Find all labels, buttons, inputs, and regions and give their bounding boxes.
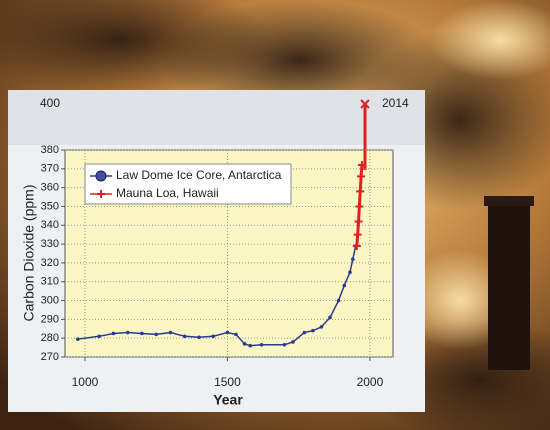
x-tick-label: 2000 [357, 375, 384, 389]
y-axis-label: Carbon Dioxide (ppm) [21, 185, 37, 322]
legend-marker [96, 171, 106, 181]
data-point [260, 343, 264, 347]
data-point [183, 335, 187, 339]
data-point [348, 271, 352, 275]
data-point [303, 331, 307, 335]
annotation-strip [8, 90, 425, 145]
data-point [311, 329, 315, 333]
data-point [76, 337, 80, 341]
y-tick-label: 320 [41, 257, 59, 269]
data-point [234, 333, 238, 337]
data-point [126, 331, 130, 335]
data-point [112, 332, 116, 336]
y-tick-label: 350 [41, 200, 59, 212]
data-point [351, 257, 355, 261]
data-point [283, 343, 287, 347]
data-point [337, 299, 341, 303]
y-tick-label: 290 [41, 313, 59, 325]
data-point [342, 284, 346, 288]
data-point [140, 332, 144, 336]
data-point [243, 342, 247, 346]
data-point [211, 335, 215, 339]
data-point [328, 316, 332, 320]
data-point [248, 344, 252, 348]
y-tick-label: 310 [41, 276, 59, 288]
data-point [154, 333, 158, 337]
data-point [169, 331, 173, 335]
screenshot: 400 2014 Carbon Dioxide (ppm) Year 270 28… [0, 0, 550, 430]
y-tick-label: 330 [41, 238, 59, 250]
y-tick-label: 300 [41, 294, 59, 306]
annotation: 400 [40, 96, 60, 110]
data-point [197, 335, 201, 339]
legend-label: Law Dome Ice Core, Antarctica [116, 168, 282, 182]
legend-label: Mauna Loa, Hawaii [116, 186, 219, 200]
x-tick-label: 1500 [214, 375, 241, 389]
data-point [320, 325, 324, 329]
y-tick-label: 280 [41, 332, 59, 344]
annotation: 2014 [382, 96, 409, 110]
x-axis-label: Year [213, 392, 243, 408]
data-point [291, 340, 295, 344]
y-tick-label: 370 [41, 163, 59, 175]
y-tick-label: 380 [41, 144, 59, 156]
y-tick-label: 340 [41, 219, 59, 231]
x-tick-label: 1000 [72, 375, 99, 389]
data-point [97, 335, 101, 339]
y-tick-label: 270 [41, 351, 59, 363]
y-tick-label: 360 [41, 182, 59, 194]
chart: 400 2014 Carbon Dioxide (ppm) Year 270 28… [0, 0, 550, 430]
data-point [226, 331, 230, 335]
